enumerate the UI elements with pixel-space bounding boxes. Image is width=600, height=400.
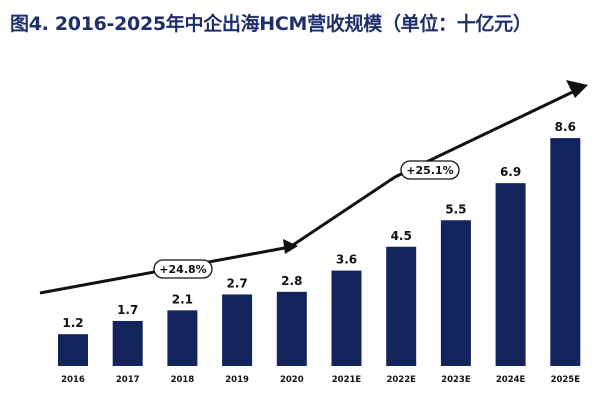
x-tick-2025e: 2025E — [551, 375, 581, 385]
value-label-2025e: 8.6 — [555, 120, 576, 134]
x-tick-2017: 2017 — [116, 375, 140, 385]
bar-2024e — [495, 183, 526, 366]
value-label-2023e: 5.5 — [445, 202, 466, 216]
bar-2016 — [58, 334, 88, 366]
bar-2019 — [222, 294, 253, 366]
value-label-2016: 1.2 — [62, 316, 83, 330]
labels-layer: 1.2 2016 1.7 2017 2.1 2018 2.7 2019 2.8 2020 3.6 20… — [61, 120, 580, 385]
value-label-2021e: 3.6 — [336, 253, 357, 267]
bars-layer — [58, 138, 581, 366]
chart-title: 图4. 2016-2025年中企出海HCM营收规模（单位：十亿元） — [10, 13, 532, 35]
bar-2021e — [331, 270, 362, 366]
x-tick-2022e: 2022E — [386, 375, 416, 385]
x-tick-2020: 2020 — [280, 375, 304, 385]
value-label-2022e: 4.5 — [391, 229, 412, 243]
annotation-layer: +24.8% +25.1% — [153, 160, 460, 279]
growth-label-2: +25.1% — [406, 164, 453, 177]
value-label-2019: 2.7 — [226, 276, 247, 290]
bar-2022e — [386, 246, 417, 366]
x-tick-2023e: 2023E — [441, 375, 471, 385]
x-tick-2016: 2016 — [61, 375, 85, 385]
trend-arrow-end-head — [566, 80, 588, 98]
bar-2025e — [550, 138, 581, 366]
growth-pill-2 — [400, 160, 460, 180]
x-tick-2018: 2018 — [171, 375, 195, 385]
bar-2018 — [167, 310, 198, 366]
trend-arrow-mid-head — [283, 239, 298, 254]
value-label-2018: 2.1 — [172, 292, 193, 306]
x-tick-2019: 2019 — [225, 375, 249, 385]
x-tick-2021e: 2021E — [332, 375, 362, 385]
x-tick-2024e: 2024E — [496, 375, 526, 385]
growth-label-1: +24.8% — [159, 263, 206, 276]
bar-2017 — [112, 320, 143, 366]
value-label-2020: 2.8 — [281, 274, 302, 288]
bar-2023e — [440, 220, 471, 366]
value-label-2017: 1.7 — [117, 303, 138, 317]
bar-2020 — [276, 291, 307, 366]
growth-pill-1 — [153, 259, 213, 279]
value-label-2024e: 6.9 — [500, 165, 521, 179]
